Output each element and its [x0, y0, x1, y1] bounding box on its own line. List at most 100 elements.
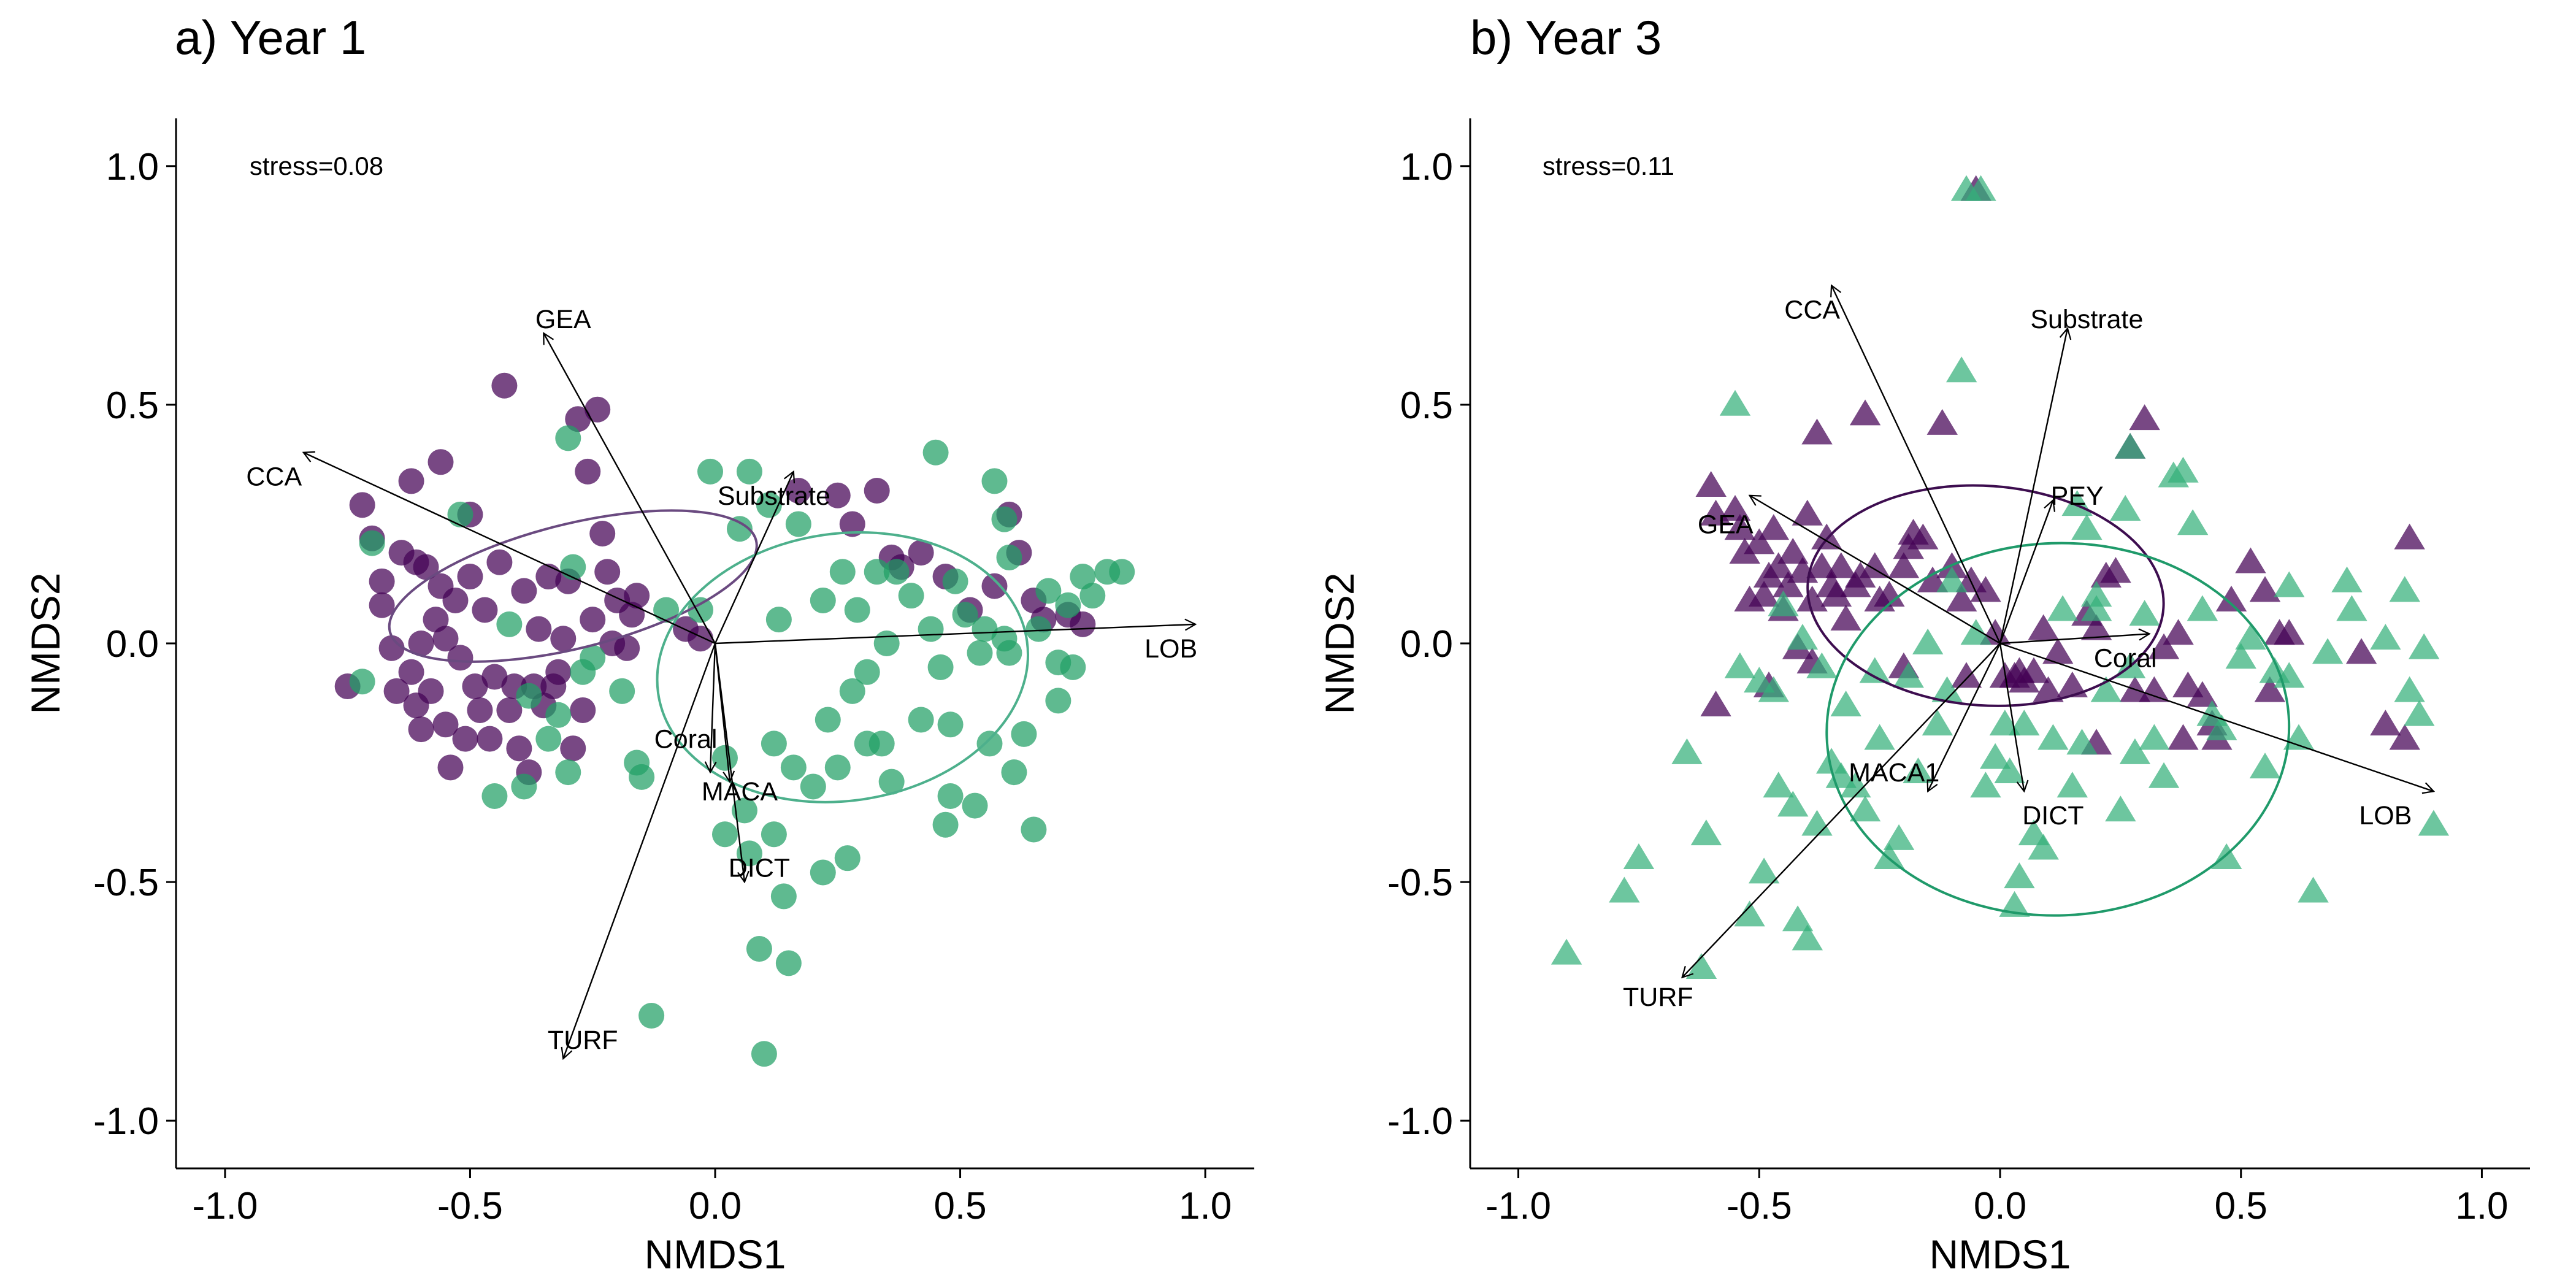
panel-title: a) Year 1: [175, 10, 366, 64]
data-point: [2168, 456, 2199, 483]
x-tick-label: -1.0: [192, 1185, 258, 1227]
data-point: [991, 506, 1018, 532]
data-point: [408, 716, 434, 743]
data-point: [2066, 729, 2098, 755]
data-point: [1811, 523, 1842, 550]
data-point: [2148, 762, 2180, 788]
data-point: [1773, 571, 1804, 597]
vector-arrow: [710, 643, 715, 772]
vector-arrow: [304, 453, 716, 645]
vector-label: TURF: [548, 1025, 618, 1055]
data-point: [2298, 876, 2329, 903]
data-point: [1025, 616, 1052, 642]
data-point: [2139, 724, 2170, 750]
data-point: [854, 659, 880, 685]
data-point: [1912, 628, 1944, 654]
vector-arrow: [1999, 642, 2434, 791]
data-point: [962, 792, 988, 819]
data-point: [810, 859, 836, 886]
data-point: [1849, 795, 1881, 822]
data-point: [1035, 578, 1062, 604]
data-point: [481, 783, 508, 810]
data-point: [1719, 494, 1751, 521]
data-point: [927, 654, 954, 680]
data-point: [383, 678, 410, 704]
confidence-ellipse: [388, 509, 758, 663]
data-point: [496, 697, 523, 723]
data-point: [726, 516, 753, 542]
data-point: [2394, 676, 2425, 702]
data-point: [711, 821, 738, 848]
data-point: [688, 626, 714, 652]
data-point: [2370, 710, 2401, 736]
data-point: [1070, 564, 1096, 590]
data-point: [2110, 494, 2141, 521]
vector-label: DICT: [729, 854, 790, 883]
data-point: [2409, 633, 2440, 659]
data-point: [575, 458, 601, 485]
data-point: [932, 811, 959, 838]
data-point: [2172, 671, 2204, 697]
data-point: [2206, 714, 2237, 740]
x-tick-label: 0.5: [2215, 1185, 2267, 1227]
data-point: [2071, 514, 2103, 540]
data-point: [815, 707, 841, 733]
data-point: [1825, 762, 1857, 788]
vector-arrow: [543, 333, 716, 644]
data-point: [506, 735, 532, 762]
data-point: [491, 372, 518, 399]
data-point: [2336, 595, 2367, 621]
vector-arrow: [1831, 285, 2001, 644]
y-tick-label: -0.5: [1387, 862, 1453, 904]
data-point: [1011, 721, 1037, 747]
data-point: [2249, 753, 2281, 779]
panel-year-3: b) Year 3 -1.0 -0.5 0.0 0.5 1.0 -1.0 -0.5 0.0 0.5…: [1317, 10, 2530, 1277]
data-point: [442, 587, 469, 613]
data-point: [711, 745, 738, 771]
data-point: [378, 635, 405, 661]
data-point: [1792, 499, 1823, 526]
data-point: [873, 631, 900, 656]
data-point: [1907, 523, 1939, 550]
data-point: [2100, 557, 2131, 583]
data-point: [1768, 590, 1799, 616]
vector-label: GEA: [535, 305, 591, 334]
vector-arrow: [715, 624, 1195, 645]
data-point: [834, 845, 861, 872]
data-point: [511, 773, 537, 800]
data-point: [878, 769, 905, 795]
data-point: [2057, 772, 2088, 798]
data-point: [550, 626, 577, 652]
data-point: [1724, 514, 1756, 540]
data-point: [1830, 691, 1861, 717]
data-point: [942, 568, 968, 594]
data-point: [457, 564, 483, 590]
data-point: [1801, 810, 1833, 836]
data-point: [570, 697, 596, 723]
data-point: [535, 564, 562, 590]
data-point: [1021, 816, 1047, 843]
data-point: [981, 468, 1008, 494]
data-point: [731, 797, 757, 824]
data-point: [2047, 595, 2079, 621]
data-point: [1926, 408, 1958, 435]
data-point: [486, 549, 513, 575]
data-point: [2129, 404, 2160, 431]
data-point: [1744, 667, 1775, 693]
data-point: [868, 730, 895, 757]
vector-arrow: [1682, 643, 2001, 978]
data-point: [398, 468, 424, 494]
data-point: [462, 673, 488, 700]
data-point: [1777, 791, 1809, 817]
data-point: [2080, 581, 2112, 607]
data-point: [2389, 576, 2420, 602]
data-point: [2418, 810, 2450, 836]
y-tick-label: 0.0: [1400, 623, 1453, 665]
data-point: [1830, 604, 1861, 631]
data-point: [629, 764, 655, 790]
series-0: [1695, 175, 2425, 755]
data-point: [967, 640, 993, 666]
vector-label: LOB: [1144, 634, 1197, 664]
data-point: [1079, 583, 1106, 609]
vector-label: PEY: [2051, 481, 2104, 511]
